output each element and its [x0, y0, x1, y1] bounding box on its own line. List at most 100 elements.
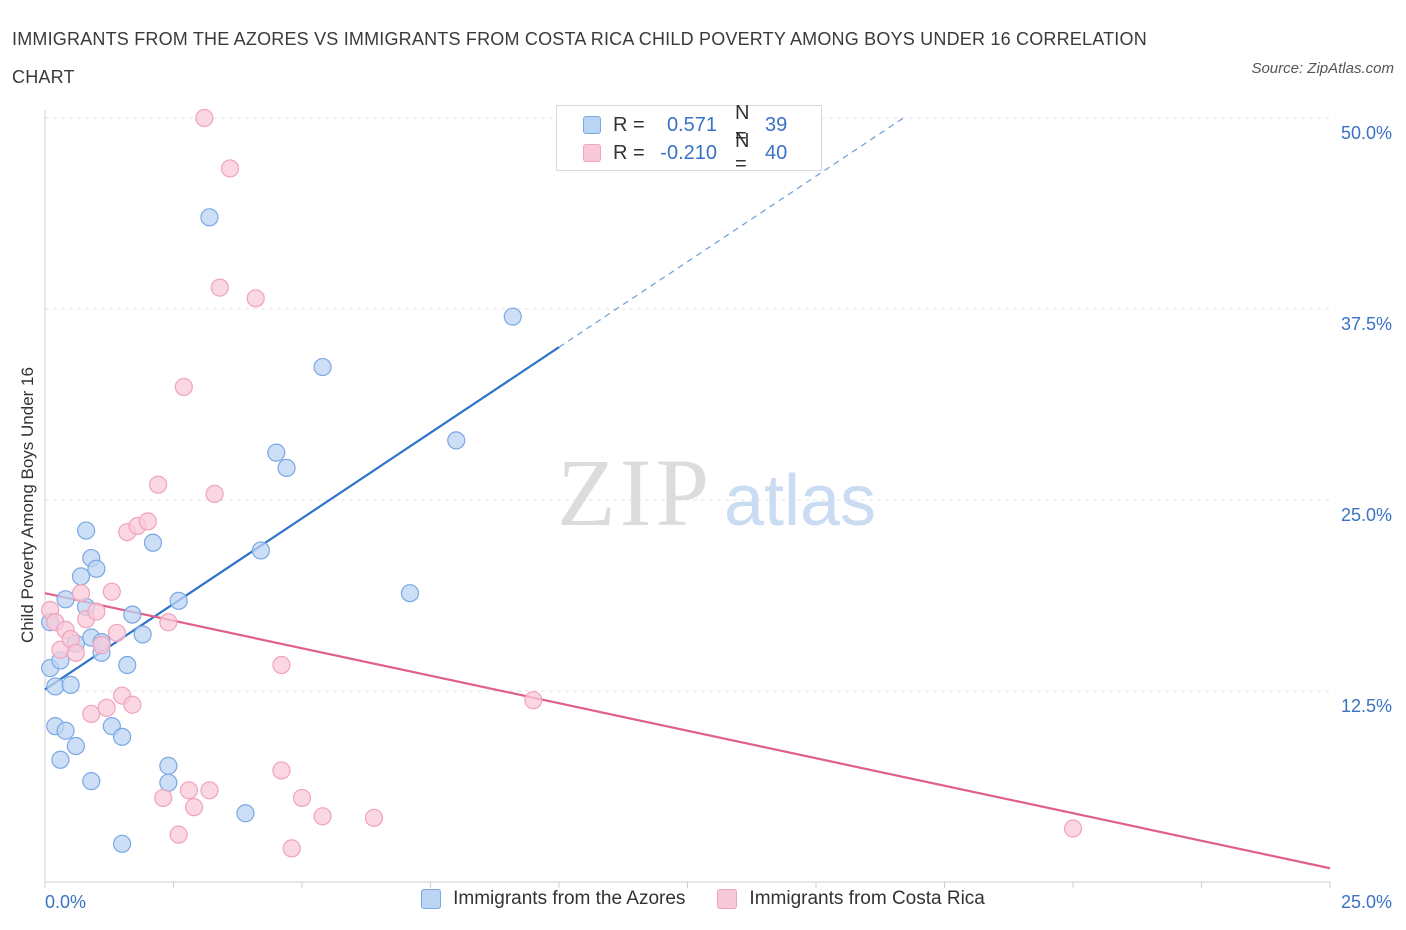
point-1-6: [71, 584, 91, 603]
y-tick-label-0: 12.5%: [1341, 696, 1392, 716]
axes: [44, 110, 1331, 888]
point-1-27: [200, 781, 219, 800]
series-swatch-azores: [421, 889, 442, 909]
watermark: ZIP atlas: [557, 439, 876, 546]
correlation-legend: R = 0.571 N = 39 R = -0.210 N = 40: [556, 102, 822, 175]
point-1-5: [66, 643, 85, 662]
point-0-9: [66, 736, 85, 756]
source-label: Source: ZipAtlas.com: [1251, 60, 1394, 77]
legend-swatch-azores: [583, 116, 601, 134]
trend-extension-0: [558, 117, 904, 348]
x-tick-label-0: 0.0%: [45, 892, 86, 912]
point-0-31: [251, 541, 270, 560]
point-1-8: [82, 704, 101, 724]
series-label-costa-rica: Immigrants from Costa Rica: [749, 888, 985, 909]
series-swatch-costa-rica: [717, 889, 738, 909]
point-0-21: [112, 727, 132, 746]
legend-r-value-costa-rica: -0.210: [660, 141, 717, 164]
y-axis-label: Child Poverty Among Boys Under 16: [18, 367, 37, 643]
point-1-23: [174, 377, 193, 397]
point-1-20: [154, 788, 173, 808]
point-1-29: [210, 278, 229, 297]
point-0-29: [200, 208, 219, 227]
point-1-26: [195, 108, 214, 128]
series-legend-azores: Immigrants from the Azores: [421, 888, 685, 910]
point-0-35: [400, 584, 420, 603]
point-0-25: [143, 533, 163, 552]
point-0-37: [503, 307, 522, 326]
chart-title: IMMIGRANTS FROM THE AZORES VS IMMIGRANTS…: [12, 29, 1147, 87]
point-1-38: [524, 691, 543, 710]
point-1-39: [1063, 819, 1083, 838]
point-1-9: [87, 602, 106, 621]
legend-swatch-costa-rica: [583, 144, 601, 162]
series-label-azores: Immigrants from the Azores: [453, 888, 686, 909]
point-1-37: [364, 808, 384, 827]
point-1-36: [313, 807, 332, 826]
legend-n-label: N =: [735, 102, 750, 147]
tick-labels: 12.5% 25.0% 37.5% 50.0% 0.0% 25.0%: [45, 123, 1392, 912]
point-1-22: [169, 825, 188, 844]
point-1-19: [148, 475, 168, 494]
trend-lines: [44, 117, 1331, 870]
legend-row-costa-rica: R = -0.210 N = 40: [583, 130, 805, 175]
point-1-10: [92, 636, 111, 655]
point-0-27: [159, 773, 178, 792]
point-0-7: [56, 721, 75, 740]
point-1-24: [179, 781, 199, 800]
point-1-18: [138, 512, 157, 531]
point-0-17: [87, 559, 106, 578]
point-0-13: [77, 521, 96, 540]
point-0-8: [61, 675, 80, 694]
point-1-25: [184, 798, 204, 817]
point-1-16: [123, 695, 142, 714]
series-legend: Immigrants from the Azores Immigrants fr…: [0, 888, 1406, 910]
point-1-21: [159, 613, 178, 632]
point-1-30: [220, 159, 240, 178]
watermark-zip: ZIP: [557, 439, 713, 546]
point-1-33: [272, 761, 291, 780]
point-1-35: [292, 788, 312, 808]
point-1-28: [205, 484, 224, 503]
y-tick-label-1: 25.0%: [1341, 505, 1392, 525]
data-points: [41, 108, 1083, 858]
point-0-24: [133, 625, 152, 644]
point-0-2: [46, 677, 65, 696]
point-0-36: [447, 431, 466, 450]
y-tick-label-2: 37.5%: [1341, 314, 1392, 334]
point-0-4: [51, 750, 70, 769]
series-legend-costa-rica: Immigrants from Costa Rica: [717, 888, 985, 910]
point-0-33: [277, 458, 296, 478]
point-0-30: [236, 804, 255, 823]
point-0-15: [82, 772, 101, 791]
point-1-13: [107, 623, 127, 643]
legend-r-label: R =: [613, 113, 645, 136]
point-0-26: [159, 756, 178, 775]
trend-line-0: [44, 346, 560, 691]
point-0-38: [112, 834, 132, 853]
point-0-6: [56, 590, 75, 609]
point-0-32: [267, 443, 286, 462]
point-1-31: [246, 289, 265, 308]
point-0-23: [123, 605, 142, 624]
grid-lines: [45, 117, 1330, 692]
legend-n-value-costa-rica: 40: [765, 141, 788, 164]
point-1-12: [102, 582, 121, 601]
point-1-11: [97, 698, 116, 717]
watermark-atlas: atlas: [724, 461, 876, 541]
point-0-28: [169, 591, 188, 610]
point-1-32: [272, 655, 291, 675]
point-0-22: [118, 655, 137, 675]
legend-r-value-azores: 0.571: [666, 113, 717, 136]
legend-r-label: R =: [613, 141, 645, 164]
point-0-11: [71, 567, 91, 586]
point-0-34: [313, 357, 332, 377]
legend-n-value-azores: 39: [765, 113, 788, 136]
legend-n-label: N =: [735, 130, 750, 175]
trend-line-1: [44, 592, 1331, 870]
x-tick-label-1: 25.0%: [1341, 892, 1392, 912]
legend-row-azores: R = 0.571 N = 39: [583, 102, 805, 147]
point-1-34: [282, 839, 301, 858]
y-tick-label-3: 50.0%: [1341, 123, 1392, 143]
